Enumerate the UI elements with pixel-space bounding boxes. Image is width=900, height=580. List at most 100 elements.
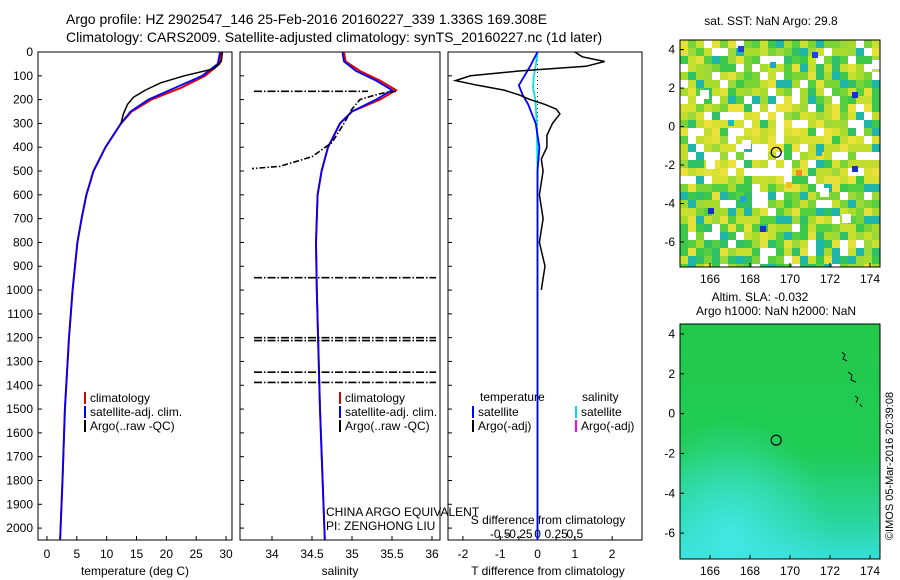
depth-tick-label: 1000	[6, 283, 33, 297]
depth-tick-label: 800	[13, 235, 33, 249]
sst-float-marker	[770, 146, 782, 158]
header-line-2: Climatology: CARS2009. Satellite-adjuste…	[66, 29, 602, 45]
header-line-1: Argo profile: HZ 2902547_146 25-Feb-2016…	[66, 11, 547, 27]
s-difference-xlabel: S difference from climatology	[471, 513, 626, 527]
map-x-tick-label: 166	[700, 564, 720, 578]
temperature-climatology-line	[59, 51, 223, 541]
depth-tick-label: 2000	[6, 521, 33, 535]
difference-panel-frame	[447, 51, 643, 541]
depth-tick-label: 1100	[7, 307, 33, 321]
depth-tick-label: 100	[13, 69, 33, 83]
pi-annotation: PI: ZENGHONG LIU	[326, 519, 435, 533]
x-tick-label: 35	[345, 547, 359, 561]
legend-climatology: climatology	[90, 391, 150, 405]
depth-axis: 0 100 200 300 400 500 600 700 800 900 1000 1100 1200…	[6, 45, 452, 535]
s-tick-label: -0.5	[490, 527, 511, 541]
legend-satellite: satellite-adj. clim.	[345, 405, 437, 419]
salinity-satellite-line	[315, 51, 394, 541]
depth-tick-label: 1600	[6, 426, 33, 440]
map-y-tick-label: -4	[664, 197, 675, 211]
salinity-xlabel: salinity	[322, 564, 359, 578]
depth-tick-label: 1800	[6, 473, 33, 487]
depth-tick-label: 0	[26, 45, 33, 59]
t-satellite-difference-line	[517, 51, 541, 540]
sst-map-cells	[680, 40, 880, 267]
depth-tick-label: 700	[13, 212, 33, 226]
legend-satellite: satellite-adj. clim.	[90, 405, 182, 419]
legend-salinity-title: salinity	[582, 390, 619, 404]
map-y-tick-label: 4	[668, 43, 675, 57]
depth-tick-label: 1500	[6, 402, 33, 416]
depth-tick-label: 400	[13, 140, 33, 154]
s-tick-label: -0.25	[505, 527, 533, 541]
temperature-series	[59, 51, 224, 541]
map-x-tick-label: 170	[780, 272, 800, 286]
t-argo-difference-line	[452, 51, 605, 291]
legend-t-satellite: satellite	[478, 405, 519, 419]
temperature-legend: climatology satellite-adj. clim. Argo(..…	[84, 391, 182, 433]
map-y-tick-label: 0	[668, 407, 675, 421]
salinity-argo-line	[251, 90, 397, 170]
x-tick-label: 0	[534, 547, 541, 561]
x-tick-label: 25	[190, 547, 204, 561]
legend-temperature-title: temperature	[480, 390, 545, 404]
difference-legend: temperature salinity satellite Argo(-adj…	[472, 390, 634, 433]
temperature-panel-frame	[37, 51, 233, 541]
sla-map-title: Altim. SLA: -0.032	[712, 290, 809, 304]
map-x-tick-label: 168	[740, 272, 760, 286]
map-x-tick-label: 174	[860, 272, 880, 286]
x-tick-label: 20	[160, 547, 174, 561]
map-y-tick-label: -4	[664, 486, 675, 500]
x-tick-label: 5	[73, 547, 80, 561]
salinity-climatology-line	[314, 51, 398, 541]
x-tick-label: 30	[219, 547, 233, 561]
depth-tick-label: 1700	[6, 450, 33, 464]
sst-map-title: sat. SST: NaN Argo: 29.8	[704, 14, 838, 28]
sla-map-subtitle: Argo h1000: NaN h2000: NaN	[696, 304, 856, 318]
salinity-legend: climatology satellite-adj. clim. Argo(..…	[339, 391, 437, 433]
map-y-tick-label: 2	[668, 81, 675, 95]
sla-map-frame	[679, 323, 881, 560]
map-y-tick-label: -6	[664, 235, 675, 249]
temperature-satellite-line	[59, 51, 221, 541]
x-tick-label: 10	[100, 547, 114, 561]
x-tick-label: 15	[130, 547, 144, 561]
s-tick-label: 0.25	[545, 527, 569, 541]
depth-tick-label: 300	[13, 116, 33, 130]
map-x-tick-label: 172	[820, 272, 840, 286]
temperature-xlabel: temperature (deg C)	[81, 564, 189, 578]
legend-s-argo: Argo(-adj)	[581, 419, 634, 433]
x-tick-label: 2	[609, 547, 616, 561]
x-tick-label: 1	[572, 547, 579, 561]
salinity-x-axis: 34 34.5 35 35.5 36	[265, 536, 439, 561]
map-y-tick-label: -2	[664, 158, 675, 172]
sla-map-field	[680, 324, 880, 559]
map-x-tick-label: 166	[700, 272, 720, 286]
t-difference-xlabel: T difference from climatology	[471, 564, 625, 578]
sst-map-axes: 166 168 170 172 174 -6 -4 -2 0 2 4	[664, 43, 880, 286]
map-x-tick-label: 174	[860, 564, 880, 578]
legend-t-argo: Argo(-adj)	[478, 419, 531, 433]
depth-tick-label: 500	[13, 164, 33, 178]
legend-s-satellite: satellite	[581, 405, 622, 419]
map-y-tick-label: -6	[664, 526, 675, 540]
x-tick-label: 0	[44, 547, 51, 561]
salinity-series	[251, 51, 436, 541]
depth-tick-label: 1400	[6, 378, 33, 392]
legend-argo: Argo(..raw -QC)	[90, 419, 175, 433]
depth-tick-label: 1300	[6, 354, 33, 368]
temperature-argo-line	[120, 51, 224, 124]
s-tick-label: 0.5	[567, 527, 584, 541]
difference-series	[452, 51, 605, 540]
x-tick-label: -2	[458, 547, 469, 561]
map-x-tick-label: 168	[740, 564, 760, 578]
map-x-tick-label: 170	[780, 564, 800, 578]
map-y-tick-label: 2	[668, 367, 675, 381]
org-annotation: CHINA ARGO EQUIVALENT	[326, 505, 480, 519]
map-y-tick-label: 0	[668, 120, 675, 134]
x-tick-label: 35.5	[380, 547, 404, 561]
sst-map-frame	[679, 39, 881, 268]
x-tick-label: -1	[495, 547, 506, 561]
legend-argo: Argo(..raw -QC)	[345, 419, 430, 433]
